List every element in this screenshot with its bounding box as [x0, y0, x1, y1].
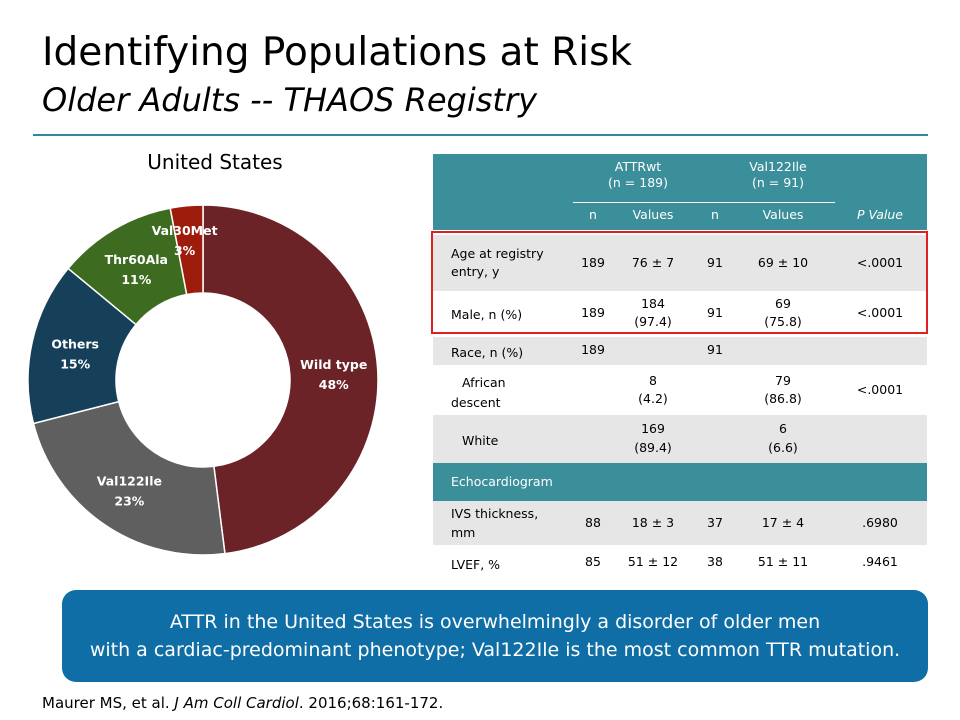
donut-label-wild-type-name: Wild type [300, 357, 367, 372]
banner-line-1: ATTR in the United States is overwhelmin… [169, 611, 821, 633]
cell-n2: 91 [707, 342, 723, 357]
cell-v2-pct: (86.8) [764, 391, 802, 406]
cell-n1: 189 [581, 305, 605, 320]
group2-heading: Val122Ile [749, 159, 807, 174]
row-label: African [462, 375, 506, 390]
donut-slice-val30met [169, 204, 204, 296]
col-values-1: Values [632, 207, 674, 222]
cell-p: .6980 [862, 515, 898, 530]
row-label-cont: entry, y [451, 264, 500, 279]
citation-authors: Maurer MS, et al. [42, 694, 175, 712]
cell-v1-pct: (97.4) [634, 314, 672, 329]
cell-p: <.0001 [856, 255, 904, 270]
col-n-2: n [711, 207, 719, 222]
title-divider [33, 134, 928, 136]
cell-v1: 8 [649, 373, 657, 388]
table-row-ivs: IVS thickness, mm 88 18 ± 3 37 17 ± 4 .6… [433, 501, 927, 545]
cell-v1: 184 [641, 296, 665, 311]
donut-label-wild-type-value: 48% [319, 377, 349, 392]
cell-v1-pct: (89.4) [634, 440, 672, 455]
cell-v1: 18 ± 3 [631, 515, 675, 530]
section-label: Echocardiogram [451, 474, 553, 489]
banner-line-2: with a cardiac-predominant phenotype; Va… [89, 639, 901, 661]
cell-v2-pct: (75.8) [764, 314, 802, 329]
cell-v2-pct: (6.6) [768, 440, 798, 455]
cell-v2: 51 ± 11 [757, 554, 809, 569]
highlight-box [431, 231, 928, 334]
donut-label-others-name: Others [51, 336, 99, 351]
row-label: White [462, 433, 499, 448]
citation-journal: J Am Coll Cardiol [174, 694, 299, 712]
key-message-banner: ATTR in the United States is overwhelmin… [62, 590, 928, 682]
row-label: Age at registry [451, 246, 544, 261]
col-n-1: n [589, 207, 597, 222]
cell-n1: 189 [581, 342, 605, 357]
cell-p: .9461 [862, 554, 898, 569]
row-label: LVEF, % [451, 557, 501, 572]
cell-v2: 69 [775, 296, 791, 311]
chart-title: United States [147, 150, 283, 174]
row-label: IVS thickness, [451, 506, 539, 521]
cell-v1-pct: (4.2) [638, 391, 668, 406]
cell-p: <.0001 [856, 382, 904, 397]
cell-n1: 85 [585, 554, 601, 569]
group1-count: (n = 189) [608, 175, 668, 190]
citation: Maurer MS, et al. J Am Coll Cardiol. 201… [42, 694, 443, 712]
group1-heading: ATTRwt [614, 159, 662, 174]
donut-label-val122ile-value: 23% [114, 493, 144, 508]
col-p-value: P Value [856, 207, 903, 222]
cell-v1: 76 ± 7 [631, 255, 675, 270]
donut-slice-val122ile [32, 400, 226, 556]
table-row-lvef: LVEF, % 85 51 ± 12 38 51 ± 11 .9461 [433, 545, 927, 583]
donut-label-others-value: 15% [60, 356, 90, 371]
slide-subtitle: Older Adults -- THAOS Registry [42, 81, 538, 119]
donut-label-thr60ala-name: Thr60Ala [105, 252, 168, 267]
donut-chart: Wild type 48% Val122Ile 23% Others 15% Thr60Al… [27, 204, 379, 556]
donut-label-val30met-name: Val30Met [152, 223, 218, 238]
donut-label-val122ile-name: Val122Ile [97, 473, 162, 488]
table-row-african-descent: African descent 8 (4.2) 79 (86.8) <.0001 [433, 365, 927, 415]
group2-count: (n = 91) [751, 175, 804, 190]
cell-v2: 6 [779, 421, 787, 436]
table-row-age: Age at registry entry, y 189 76 ± 7 91 6… [433, 235, 927, 291]
cell-n2: 91 [707, 255, 723, 270]
cell-v2: 17 ± 4 [761, 515, 805, 530]
cell-v1: 51 ± 12 [627, 554, 679, 569]
cell-n2: 91 [707, 305, 723, 320]
row-label-cont: mm [451, 525, 476, 540]
donut-slice-wild-type [202, 204, 379, 555]
slide-title: Identifying Populations at Risk [42, 30, 632, 75]
table-row-race: Race, n (%) 189 91 [433, 337, 927, 365]
cell-n1: 88 [585, 515, 601, 530]
cell-v1: 169 [641, 421, 665, 436]
donut-label-val30met-value: 3% [174, 243, 196, 258]
cell-p: <.0001 [856, 305, 904, 320]
cell-n2: 38 [707, 554, 723, 569]
col-values-2: Values [762, 207, 804, 222]
row-label: Race, n (%) [451, 345, 524, 360]
cell-n1: 189 [581, 255, 605, 270]
donut-label-thr60ala-value: 11% [121, 272, 151, 287]
table-row-white: White 169 (89.4) 6 (6.6) [433, 415, 927, 463]
table-header: ATTRwt (n = 189) Val122Ile (n = 91) n Va… [433, 154, 927, 230]
cell-n2: 37 [707, 515, 723, 530]
row-label: Male, n (%) [451, 307, 523, 322]
header-separator [573, 202, 835, 203]
cell-v2: 69 ± 10 [757, 255, 809, 270]
cell-v2: 79 [775, 373, 791, 388]
row-label-cont: descent [451, 395, 501, 410]
table-section-echocardiogram: Echocardiogram [433, 463, 927, 501]
table-row-male: Male, n (%) 189 184 (97.4) 91 69 (75.8) … [433, 291, 927, 337]
citation-details: . 2016;68:161-172. [298, 694, 444, 712]
